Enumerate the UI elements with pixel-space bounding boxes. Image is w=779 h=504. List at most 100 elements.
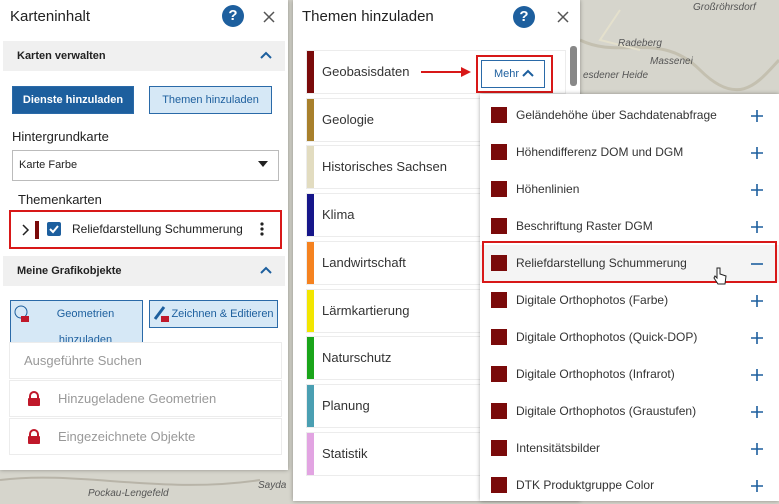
dropdown-item[interactable] — [480, 245, 779, 282]
map-label: Massenei — [650, 56, 693, 67]
section-header[interactable]: Karten verwalten — [3, 41, 285, 71]
category-name: Historisches Sachsen — [322, 159, 447, 175]
add-button — [751, 183, 763, 201]
category-color — [307, 194, 314, 237]
category-name: Naturschutz — [322, 350, 392, 366]
map-label: Radeberg — [618, 38, 662, 49]
category-color — [307, 432, 314, 475]
item-icon — [491, 218, 507, 234]
category[interactable]: Geobasisdaten — [306, 50, 566, 94]
item-icon — [491, 440, 507, 456]
list-item: Ausgeführte Suchen — [9, 342, 282, 379]
highlight — [476, 55, 553, 93]
category-color — [307, 146, 314, 189]
label: Themenkarten — [18, 192, 102, 207]
add-button — [751, 442, 763, 460]
add-button — [751, 443, 763, 455]
help-button[interactable]: ? — [513, 6, 535, 28]
lock-icon — [27, 429, 41, 450]
item-icon — [491, 477, 507, 493]
item-label: Reliefdarstellung Schummerung — [516, 256, 687, 270]
cursor — [713, 267, 727, 290]
category-name: Landwirtschaft — [322, 254, 406, 270]
add-button — [751, 405, 763, 423]
cursor — [713, 267, 727, 285]
button[interactable]: Zeichnen & Editieren — [149, 300, 278, 328]
add-button — [751, 220, 763, 238]
close-button[interactable] — [557, 11, 569, 23]
add-button — [751, 146, 763, 164]
item-label: Digitale Orthophotos (Quick-DOP) — [516, 330, 698, 344]
category-name: Geobasisdaten — [322, 64, 410, 79]
chevron — [522, 69, 534, 77]
panel-title: Karteninhalt — [10, 8, 91, 25]
item-icon — [491, 403, 507, 419]
map-label: esdener Heide — [583, 70, 649, 81]
chevron — [260, 51, 272, 59]
map-label: Großröhrsdorf — [693, 2, 756, 13]
item-label: DTK Produktgruppe Color — [516, 478, 655, 492]
remove-button — [751, 263, 763, 265]
more-button[interactable]: Mehr — [481, 60, 545, 88]
label: Hintergrundkarte — [12, 129, 109, 144]
icon — [153, 306, 169, 322]
add-button — [751, 147, 763, 159]
add-button — [751, 184, 763, 196]
item-label: Digitale Orthophotos (Graustufen) — [516, 404, 697, 418]
list-item: Eingezeichnete Objekte — [9, 418, 282, 455]
item-label: Höhendifferenz DOM und DGM — [516, 145, 684, 159]
item-label: Digitale Orthophotos (Farbe) — [516, 293, 669, 307]
add-button — [751, 332, 763, 344]
close-button[interactable] — [263, 11, 275, 23]
item-label: Beschriftung Raster DGM — [516, 219, 653, 233]
category-name: Statistik — [322, 445, 368, 461]
item-label: Intensitätsbilder — [516, 441, 601, 455]
add-button — [751, 369, 763, 381]
remove-button — [751, 257, 763, 275]
layer-controls[interactable] — [20, 218, 65, 242]
highlight — [9, 210, 282, 249]
help-button[interactable]: ? — [222, 5, 244, 27]
add-button — [751, 406, 763, 418]
section-header[interactable]: Meine Grafikobjekte — [3, 256, 285, 286]
item-label: Digitale Orthophotos (Infrarot) — [516, 367, 675, 381]
category-name: Geologie — [322, 111, 375, 127]
item-label: Höhenlinien — [516, 182, 580, 196]
item-icon — [491, 292, 507, 308]
lock-icon — [27, 391, 41, 412]
scrollbar[interactable] — [570, 46, 577, 86]
add-button — [751, 295, 763, 307]
item-icon — [491, 255, 507, 271]
content-panel: Karteninhalt ? Karten verwalten Dienste … — [0, 0, 288, 470]
item-icon — [491, 366, 507, 382]
item-icon — [491, 107, 507, 123]
chevron — [260, 266, 272, 274]
lock-icon — [28, 391, 40, 406]
button[interactable]: Themen hinzuladen — [149, 86, 272, 114]
add-button — [751, 368, 763, 386]
add-button — [751, 109, 763, 127]
panel-title: Themen hinzuladen — [302, 8, 434, 25]
button[interactable]: Dienste hinzuladen — [12, 86, 134, 114]
category-color — [307, 337, 314, 380]
category-color — [307, 51, 314, 93]
category-color — [307, 98, 314, 141]
layer-name: Reliefdarstellung Schummerung — [72, 222, 243, 236]
icon — [14, 305, 29, 322]
dropdown: Geländehöhe über Sachdatenabfrage Höhendi… — [480, 94, 779, 501]
item-icon — [491, 329, 507, 345]
add-button — [751, 110, 763, 122]
lock-icon — [28, 429, 40, 444]
map-label: Sayda — [258, 480, 287, 491]
category-name: Planung — [322, 397, 370, 413]
category-name: Lärmkartierung — [322, 302, 410, 318]
category-color — [307, 384, 314, 427]
select[interactable]: Karte Farbe — [12, 150, 279, 181]
item-label: Geländehöhe über Sachdatenabfrage — [516, 108, 717, 122]
add-button — [751, 331, 763, 349]
map-label: Pockau-Lengefeld — [88, 488, 169, 499]
category-color — [307, 241, 314, 284]
menu-button[interactable] — [259, 221, 265, 237]
